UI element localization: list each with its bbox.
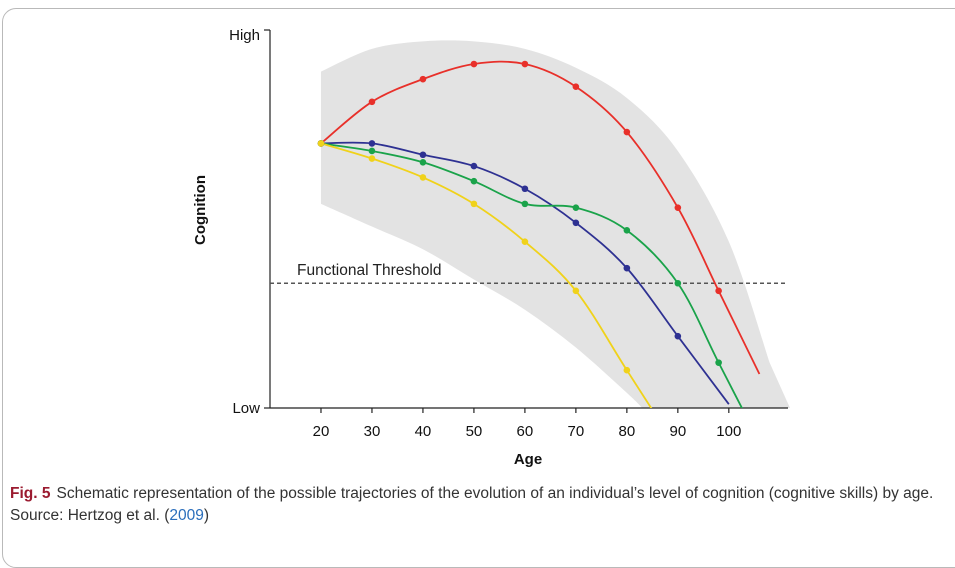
points-group — [317, 60, 722, 374]
data-point-1-3 — [470, 162, 478, 170]
data-point-1-2 — [419, 151, 427, 159]
y-tick-low: Low — [232, 400, 260, 417]
x-tick-label-20: 20 — [313, 423, 330, 440]
x-tick-label-40: 40 — [415, 423, 432, 440]
data-point-0-4 — [521, 60, 529, 68]
series-line-1 — [320, 141, 730, 405]
series-line-2 — [320, 142, 743, 408]
band-area — [320, 40, 790, 408]
data-point-1-5 — [572, 219, 580, 227]
data-point-2-7 — [674, 279, 682, 287]
data-point-1-6 — [623, 264, 631, 272]
y-tick-high: High — [229, 27, 260, 44]
x-tick-label-90: 90 — [669, 423, 686, 440]
data-point-2-6 — [623, 227, 631, 234]
y-axis-label: Cognition — [192, 175, 209, 245]
caption-close: ) — [203, 507, 210, 524]
x-tick-label-50: 50 — [466, 423, 483, 440]
data-point-0-3 — [470, 60, 478, 68]
data-point-3-3 — [470, 200, 478, 208]
data-point-3-5 — [572, 287, 580, 295]
data-point-0-7 — [674, 204, 682, 211]
data-point-1-4 — [521, 185, 529, 193]
data-point-2-5 — [572, 204, 580, 211]
data-point-2-3 — [470, 177, 478, 185]
data-point-0-5 — [572, 83, 580, 90]
caption-text: Schematic representation of the possible… — [10, 485, 934, 524]
citation-year-link[interactable]: 2009 — [169, 507, 204, 524]
x-tick-label-30: 30 — [364, 423, 381, 440]
figure-caption: Fig. 5 Schematic representation of the po… — [10, 483, 940, 527]
x-tick-label-60: 60 — [517, 423, 534, 440]
data-point-2-8 — [715, 359, 722, 366]
data-point-2-2 — [419, 159, 427, 166]
data-point-3-6 — [623, 366, 631, 374]
data-point-2-4 — [521, 200, 529, 208]
cognition-chart: 20 30 40 50 60 70 80 90 100 High Low Age Cogniti… — [192, 27, 790, 468]
data-point-3-1 — [368, 155, 376, 162]
x-axis-label: Age — [514, 451, 542, 468]
data-point-3-2 — [419, 174, 427, 181]
data-point-3-0 — [317, 140, 325, 147]
threshold-label: Functional Threshold — [297, 262, 441, 279]
series-line-0 — [320, 60, 761, 375]
x-tick-label-80: 80 — [619, 423, 636, 440]
data-point-3-4 — [521, 238, 529, 245]
data-point-0-6 — [623, 128, 631, 136]
confidence-band — [320, 40, 790, 408]
data-point-0-1 — [368, 98, 376, 106]
data-point-1-7 — [674, 332, 682, 340]
data-point-1-1 — [368, 140, 376, 147]
x-tick-label-70: 70 — [568, 423, 585, 440]
x-tick-label-100: 100 — [716, 423, 741, 440]
data-point-0-8 — [715, 287, 722, 295]
data-point-0-2 — [419, 75, 427, 83]
axes — [264, 29, 788, 409]
data-point-2-1 — [368, 147, 376, 155]
x-ticks: 20 30 40 50 60 70 80 90 100 — [313, 408, 741, 440]
figure-label: Fig. 5 — [10, 485, 51, 502]
